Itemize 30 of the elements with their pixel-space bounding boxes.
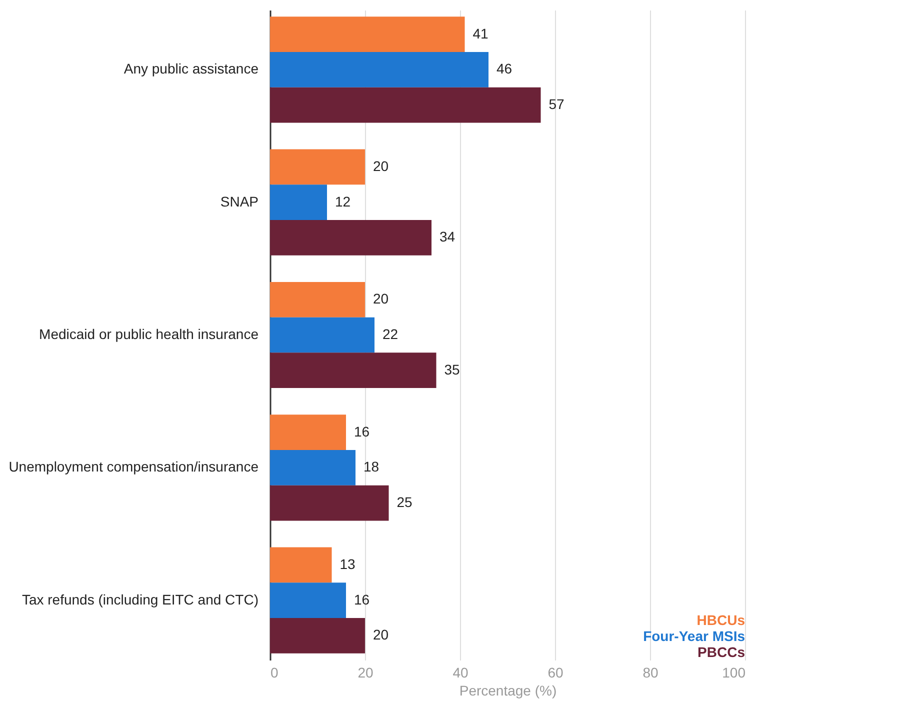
- data-label: 16: [354, 591, 370, 608]
- x-tick-label: 40: [452, 664, 468, 680]
- data-label: 57: [548, 96, 565, 112]
- data-label: 16: [354, 423, 370, 440]
- text: Four-Year MSIs: [643, 628, 746, 644]
- x-axis-title: Percentage (%): [459, 682, 557, 698]
- data-label: 13: [340, 556, 356, 572]
- data-label: 20: [373, 290, 389, 307]
- y-tick-label: SNAP: [220, 193, 258, 210]
- x-tick-label: 0: [270, 664, 278, 680]
- data-label: 20: [373, 626, 389, 643]
- y-tick-label: Medicaid or public health insurance: [39, 326, 259, 342]
- data-label: 41: [472, 25, 489, 42]
- data-label: 25: [396, 494, 413, 510]
- y-tick-label: Any public assistance: [124, 60, 259, 77]
- x-tick-label: 20: [358, 664, 374, 680]
- y-tick-label: Tax refunds (including EITC and CTC): [22, 591, 258, 608]
- data-label: 35: [444, 361, 460, 378]
- data-label: 20: [373, 158, 389, 174]
- x-tick-label: 60: [548, 664, 564, 680]
- data-label: 18: [364, 458, 380, 475]
- text: HBCUs: [696, 612, 746, 628]
- data-label: 22: [382, 326, 398, 342]
- data-label: 34: [440, 228, 456, 245]
- x-tick-label: 100: [722, 664, 746, 680]
- y-tick-label: Unemployment compensation/insurance: [8, 458, 259, 475]
- data-label: 12: [335, 193, 351, 210]
- x-tick-label: 80: [642, 664, 658, 680]
- data-label: 46: [496, 60, 512, 77]
- text: PBCCs: [698, 644, 746, 660]
